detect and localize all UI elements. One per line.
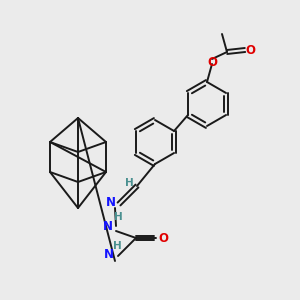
- Text: H: H: [124, 178, 134, 188]
- Text: N: N: [104, 248, 114, 260]
- Text: H: H: [114, 212, 122, 222]
- Text: O: O: [245, 44, 255, 56]
- Text: H: H: [112, 241, 122, 251]
- Text: N: N: [106, 196, 116, 208]
- Text: O: O: [158, 232, 168, 244]
- Text: O: O: [207, 56, 217, 68]
- Text: N: N: [103, 220, 113, 232]
